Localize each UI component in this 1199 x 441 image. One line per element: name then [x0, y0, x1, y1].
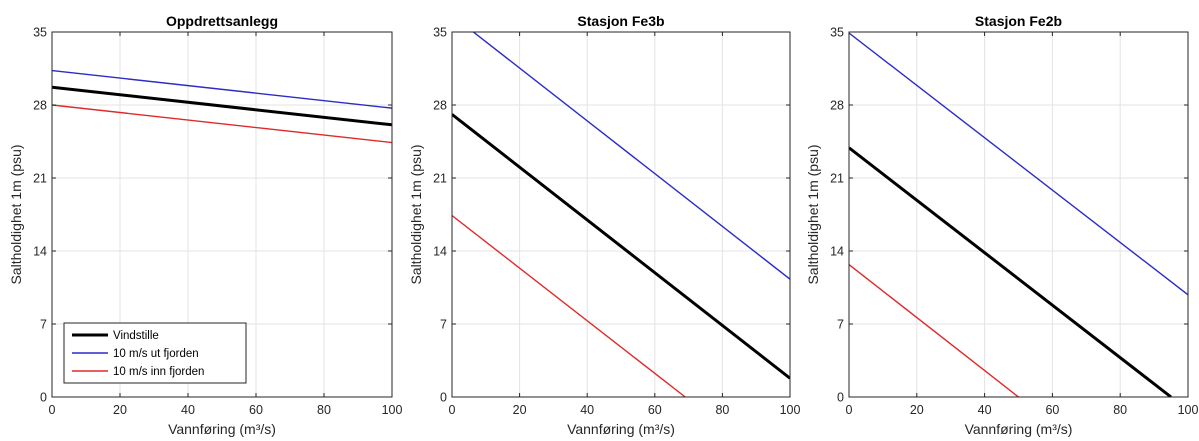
y-tick-label: 35: [33, 26, 47, 40]
x-tick-label: 80: [317, 403, 331, 417]
x-tick-label: 40: [580, 403, 594, 417]
y-tick-label: 7: [837, 318, 844, 332]
chart-panel-3: 0 20 40 60 80 100 0 7 14 21 28 35 Stasjon Fe2b Vannfø…: [805, 13, 1198, 437]
y-tick-label: 21: [830, 172, 844, 186]
x-tick-label: 80: [1113, 403, 1127, 417]
legend-entry: 10 m/s ut fjorden: [113, 348, 199, 360]
y-tick-label: 7: [40, 318, 47, 332]
series-line-10-m-s-ut-fjorden: [52, 69, 392, 109]
chart-title: Oppdrettsanlegg: [166, 13, 278, 29]
series-line-10-m-s-ut-fjorden: [472, 32, 790, 280]
y-tick-label: 14: [433, 245, 447, 259]
y-tick-label: 0: [837, 391, 844, 405]
x-tick-label: 0: [49, 403, 56, 417]
x-tick-label: 20: [113, 403, 127, 417]
y-tick-label: 28: [433, 99, 447, 113]
legend-entry: 10 m/s inn fjorden: [113, 366, 204, 378]
x-tick-label: 0: [449, 403, 456, 417]
y-axis-label: Saltholdighet 1m (psu): [408, 144, 424, 284]
x-tick-label: 40: [181, 403, 195, 417]
series-line-vindstille: [52, 85, 392, 127]
series-group: [52, 69, 392, 144]
chart-title: Stasjon Fe2b: [975, 13, 1062, 29]
legend: Vindstille 10 m/s ut fjorden 10 m/s inn fj…: [63, 322, 247, 384]
y-tick-label: 7: [440, 318, 447, 332]
x-tick-label: 0: [846, 403, 853, 417]
x-tick-label: 60: [249, 403, 263, 417]
series-group: [452, 32, 790, 397]
y-tick-label: 14: [33, 245, 47, 259]
y-axis-label: Saltholdighet 1m (psu): [8, 144, 24, 284]
x-tick-label: 100: [382, 403, 403, 417]
y-tick-label: 35: [830, 26, 844, 40]
x-tick-label: 100: [780, 403, 801, 417]
y-tick-label: 21: [433, 172, 447, 186]
y-tick-label: 28: [33, 99, 47, 113]
x-axis-label: Vannføring (m³/s): [567, 421, 675, 437]
y-tick-label: 28: [830, 99, 844, 113]
plot-area: [452, 32, 790, 397]
x-tick-label: 80: [715, 403, 729, 417]
chart-title: Stasjon Fe3b: [577, 13, 664, 29]
x-tick-label: 20: [513, 403, 527, 417]
x-tick-label: 60: [1045, 403, 1059, 417]
series-group: [849, 32, 1188, 397]
series-line-10-m-s-inn-fjorden: [849, 264, 1019, 397]
y-tick-label: 0: [40, 391, 47, 405]
y-tick-label: 0: [440, 391, 447, 405]
y-tick-label: 35: [433, 26, 447, 40]
axes-box: [848, 31, 1189, 398]
chart-panel-2: 0 20 40 60 80 100 0 7 14 21 28 35 Stasjon Fe3b Vannfø…: [408, 13, 800, 437]
x-tick-label: 100: [1178, 403, 1199, 417]
x-axis-label: Vannføring (m³/s): [965, 421, 1073, 437]
series-line-10-m-s-ut-fjorden: [849, 32, 1188, 296]
axes-box: [51, 31, 393, 398]
chart-panel-1: 0 20 40 60 80 100 0 7 14 21 28 35 Oppdrettsanlegg Van…: [8, 13, 402, 437]
x-axis-label: Vannføring (m³/s): [168, 421, 276, 437]
x-tick-label: 60: [648, 403, 662, 417]
y-axis-label: Saltholdighet 1m (psu): [805, 144, 821, 284]
legend-entry: Vindstille: [113, 330, 159, 342]
y-tick-label: 21: [33, 172, 47, 186]
series-line-10-m-s-inn-fjorden: [52, 104, 392, 144]
series-line-10-m-s-inn-fjorden: [452, 214, 686, 397]
y-tick-label: 14: [830, 245, 844, 259]
series-line-vindstille: [452, 113, 790, 380]
x-tick-label: 40: [978, 403, 992, 417]
series-line-vindstille: [849, 146, 1172, 397]
x-tick-label: 20: [910, 403, 924, 417]
plot-area: [849, 32, 1188, 397]
axes-box: [451, 31, 791, 398]
